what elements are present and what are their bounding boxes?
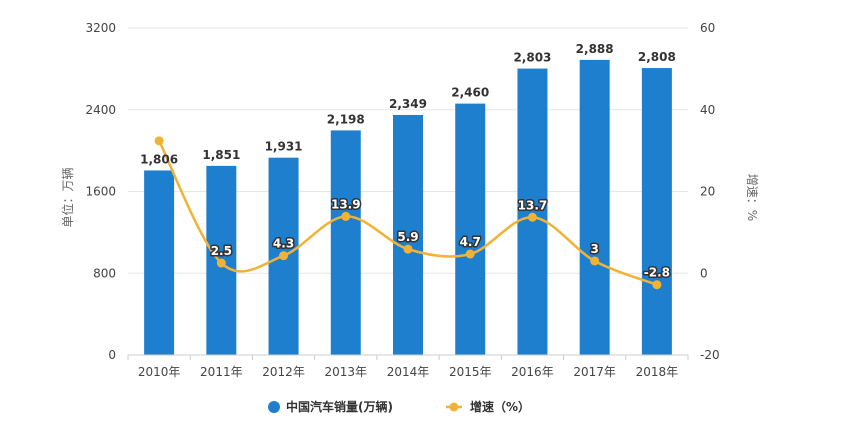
line-data-label: 13.7 [518, 198, 548, 212]
line-data-label: 5.9 [397, 230, 418, 244]
bar-data-label: 2,198 [327, 112, 365, 126]
legend: 中国汽车销量(万辆) 增速（%） [268, 399, 530, 414]
line-point [590, 256, 600, 266]
x-axis-tick-label: 2018年 [636, 365, 679, 379]
bar-data-label: 2,349 [389, 97, 427, 111]
bar-data-label: 1,931 [265, 140, 303, 154]
left-axis-tick-label: 800 [93, 266, 116, 280]
data-labels: 1,806 1,851 1,931 2,198 2,349 2,460 2,803 2,888… [140, 42, 676, 281]
bar [144, 170, 175, 355]
left-axis-tick-label: 0 [108, 348, 116, 362]
line-data-label: 32.4 [144, 122, 174, 136]
line-series [154, 136, 662, 290]
bar [641, 68, 672, 356]
left-axis-tick-label: 2400 [85, 103, 116, 117]
bar-data-label: 2,803 [513, 51, 551, 65]
right-axis-title: 增速：% [745, 174, 759, 221]
right-axis-tick-label: 0 [700, 266, 708, 280]
line-data-label: -2.8 [644, 266, 670, 280]
line-data-label: 2.5 [211, 244, 232, 258]
x-axis-tick-label: 2015年 [449, 365, 492, 379]
line-data-label: 3 [590, 242, 598, 256]
x-axis-tick-label: 2010年 [138, 365, 181, 379]
x-axis-tick-label: 2013年 [325, 365, 368, 379]
legend-bar-marker [268, 401, 280, 413]
x-axis-tick-label: 2016年 [511, 365, 554, 379]
bar-data-label: 2,808 [638, 50, 676, 64]
x-axis-tick-label: 2012年 [262, 365, 305, 379]
left-axis-tick-label: 3200 [85, 21, 116, 35]
bar [393, 114, 423, 355]
left-axis-tick-label: 1600 [85, 185, 116, 199]
bar-data-label: 1,851 [202, 148, 240, 162]
x-axis-tick-label: 2011年 [200, 365, 243, 379]
x-axis-tick-label: 2014年 [387, 365, 430, 379]
right-axis-tick-label: 40 [700, 103, 715, 117]
left-axis-title: 单位：万辆 [60, 167, 75, 227]
bar [330, 130, 361, 355]
line-point [465, 249, 475, 259]
bar-data-label: 2,460 [451, 86, 489, 100]
line-point [403, 244, 413, 254]
line-point [341, 211, 351, 221]
line-point [154, 136, 164, 146]
right-axis-tick-label: 60 [700, 21, 715, 35]
bar [455, 103, 486, 356]
legend-line-point [449, 402, 459, 412]
axes: 0 800 1600 2400 3200 -20 0 20 40 60 单位：万辆 增速：% 2010年… [60, 21, 759, 379]
bar [579, 59, 610, 355]
bar-data-label: 2,888 [576, 42, 614, 56]
line-data-label: 13.9 [331, 197, 361, 211]
line-point [279, 251, 289, 261]
line-data-label: 4.3 [273, 237, 294, 251]
legend-bar-label: 中国汽车销量(万辆) [286, 399, 393, 414]
line-point [652, 280, 662, 290]
x-axis-tick-label: 2017年 [573, 365, 616, 379]
bar [517, 68, 548, 356]
legend-line-label: 增速（%） [470, 399, 530, 414]
right-axis-tick-label: 20 [700, 185, 715, 199]
line-point [527, 212, 537, 222]
bar-data-label: 1,806 [140, 152, 178, 166]
line-point [216, 258, 226, 268]
line-data-label: 4.7 [460, 235, 481, 249]
right-axis-tick-label: -20 [700, 348, 720, 362]
